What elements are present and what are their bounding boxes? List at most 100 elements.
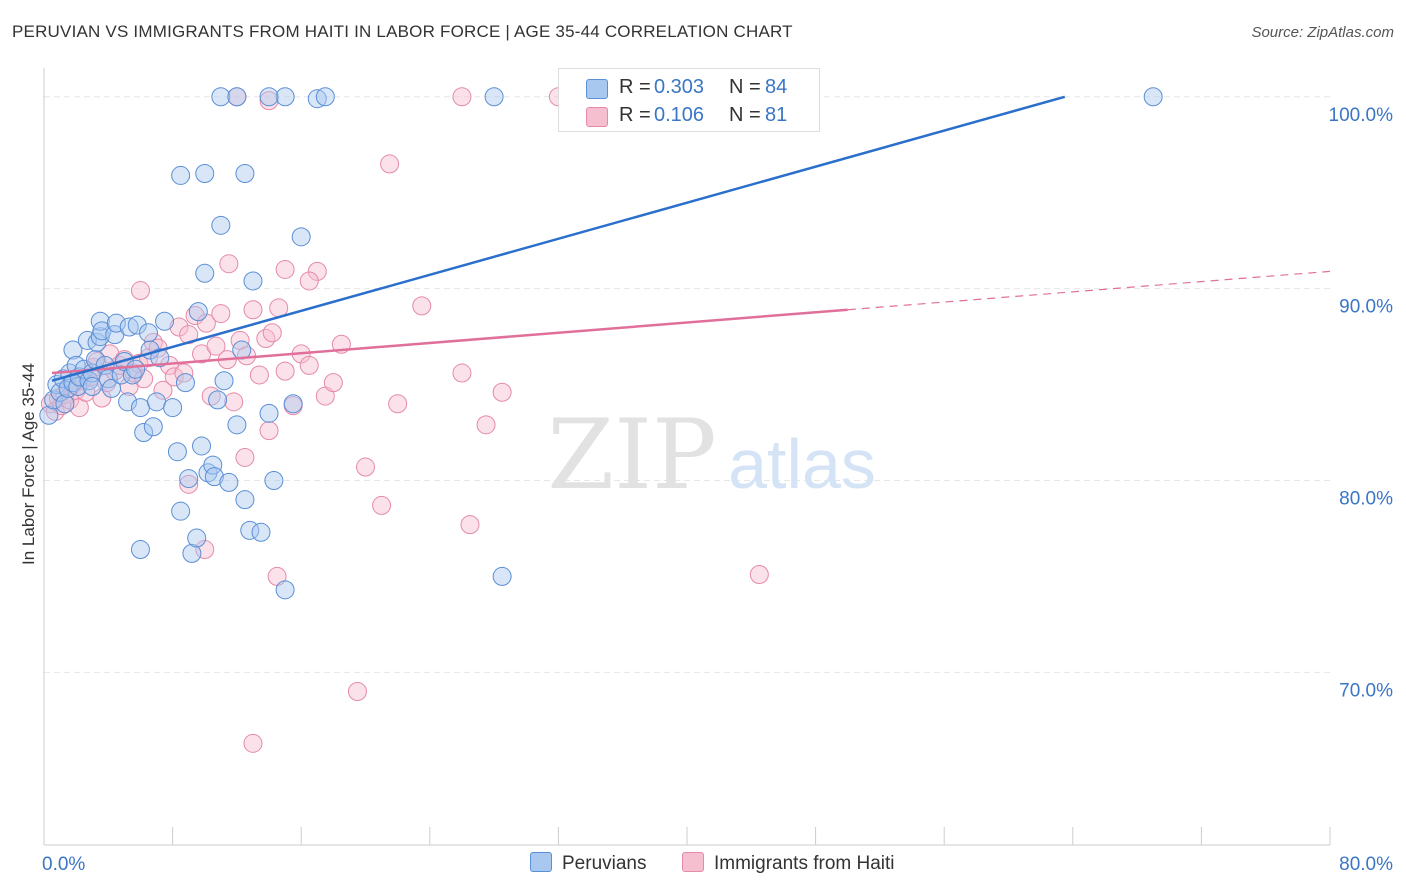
haiti-point <box>299 355 319 375</box>
peruvian-point <box>150 348 170 368</box>
haiti-point <box>185 305 205 325</box>
peruvian-point <box>492 566 512 586</box>
peruvian-point <box>134 423 154 443</box>
peruvian-point <box>283 394 303 414</box>
peruvian-point <box>188 302 208 322</box>
peruvian-point <box>147 392 167 412</box>
peruvian-point <box>484 87 504 107</box>
haiti-point <box>196 313 216 333</box>
peruvian-point <box>307 89 327 109</box>
peruvian-point <box>235 490 255 510</box>
peruvian-point <box>204 467 224 487</box>
peruvian-point <box>79 371 99 391</box>
peruvian-point <box>90 311 110 331</box>
legend-r-label: R = <box>619 76 651 98</box>
bottom-legend-peruvians: Peruvians <box>530 852 647 875</box>
haiti-point <box>372 495 392 515</box>
peruvian-point <box>163 398 183 418</box>
peruvian-point <box>119 317 139 337</box>
legend-n-label: N = <box>729 76 761 98</box>
legend-row-peruvians: R = 0.303 N = 84 <box>559 72 819 102</box>
peruvian-point <box>167 442 187 462</box>
haiti-point <box>134 369 154 389</box>
x-tick-label: 0.0% <box>42 854 85 875</box>
legend-r-value: 0.303 <box>654 76 705 98</box>
peruvian-point <box>259 403 279 423</box>
peruvian-point <box>171 165 191 185</box>
haiti-point <box>299 271 319 291</box>
haiti-points <box>40 87 769 753</box>
peruvian-point <box>243 271 263 291</box>
peruvian-point <box>175 373 195 393</box>
peruvian-point <box>82 376 102 396</box>
legend-n-label: N = <box>729 104 761 126</box>
peruvian-point <box>264 470 284 490</box>
haiti-trend-line <box>51 308 848 375</box>
peruvian-point <box>130 398 150 418</box>
chart-title: PERUVIAN VS IMMIGRANTS FROM HAITI IN LAB… <box>12 22 793 41</box>
stats-legend: R = 0.303 N = 84 R = 0.106 N = 81 <box>558 68 820 132</box>
haiti-point <box>452 87 472 107</box>
grid-lines <box>44 96 1330 673</box>
y-tick-label: 70.0% <box>1339 680 1393 701</box>
bottom-legend-swatch-pink <box>682 852 704 872</box>
peruvian-point <box>259 87 279 107</box>
y-tick-label: 80.0% <box>1339 488 1393 509</box>
peruvian-point <box>130 540 150 560</box>
haiti-point <box>169 317 189 337</box>
peruvian-point <box>315 87 335 107</box>
peruvian-point <box>211 87 231 107</box>
peruvian-point <box>227 87 247 107</box>
haiti-point <box>130 281 150 301</box>
watermark-zip: ZIP <box>547 399 716 511</box>
peruvian-point <box>44 390 64 410</box>
peruvian-point <box>275 580 295 600</box>
peruvian-point <box>106 313 126 333</box>
peruvian-point <box>195 164 215 184</box>
haiti-point <box>275 259 295 279</box>
peruvian-point <box>214 371 234 391</box>
watermark-atlas: atlas <box>728 425 876 503</box>
y-tick-label: 90.0% <box>1339 297 1393 318</box>
peruvian-point <box>208 390 228 410</box>
bottom-legend-haiti: Immigrants from Haiti <box>682 852 895 875</box>
peruvian-point <box>143 417 163 437</box>
legend-r-value: 0.106 <box>654 104 705 126</box>
haiti-point <box>380 154 400 174</box>
peruvian-point <box>77 330 97 350</box>
haiti-point <box>356 457 375 477</box>
haiti-point <box>262 323 282 343</box>
bottom-legend-swatch-blue <box>530 852 552 872</box>
peruvian-point <box>127 315 147 335</box>
x-tick-label: 80.0% <box>1339 854 1393 875</box>
haiti-point <box>195 540 215 560</box>
peruvian-point <box>251 522 271 542</box>
peruvian-point <box>87 332 107 352</box>
haiti-point <box>224 392 244 412</box>
haiti-point <box>452 363 472 383</box>
peruvian-point <box>187 528 207 548</box>
legend-swatch-blue <box>586 79 608 99</box>
legend-n-value: 81 <box>765 104 788 126</box>
haiti-point <box>249 365 269 385</box>
peruvian-point <box>192 436 212 456</box>
peruvian-point <box>63 340 83 360</box>
chart-source: Source: ZipAtlas.com <box>1251 24 1394 41</box>
haiti-point <box>259 421 279 441</box>
peruvian-point <box>39 405 59 425</box>
haiti-trend-extension <box>847 270 1331 311</box>
y-tick-label: 100.0% <box>1329 105 1394 126</box>
peruvian-point <box>102 378 122 398</box>
trend-lines <box>51 95 1331 382</box>
legend-r-label: R = <box>619 104 651 126</box>
peruvian-point <box>126 359 146 379</box>
peruvian-point <box>138 323 158 343</box>
tick-labels: 100.0% 90.0% 80.0% 70.0% 0.0% 80.0% <box>42 105 1393 875</box>
haiti-point <box>206 336 226 356</box>
haiti-point <box>347 682 367 702</box>
haiti-point <box>307 261 327 281</box>
haiti-point <box>235 447 255 467</box>
haiti-point <box>211 304 231 324</box>
peruvian-point <box>171 501 191 521</box>
